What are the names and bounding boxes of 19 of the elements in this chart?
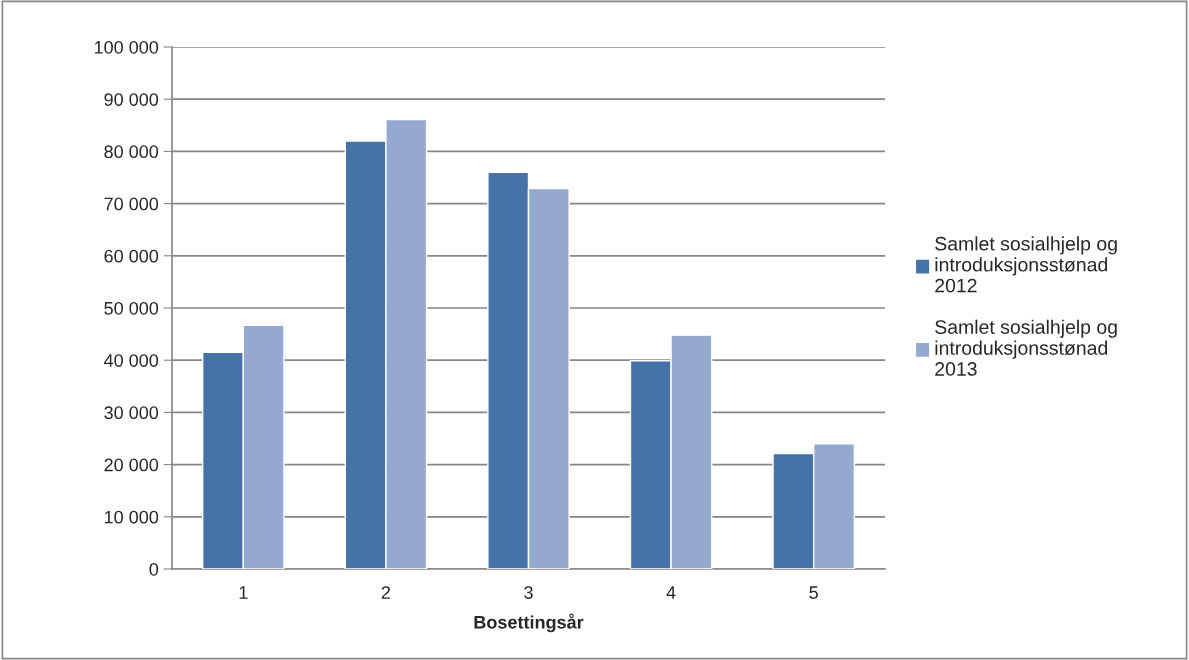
x-tick-label: 4	[666, 586, 676, 599]
y-tick-label: 0	[149, 562, 159, 576]
y-tick-label: 50 000	[104, 301, 159, 315]
y-tick-label: 60 000	[104, 249, 159, 263]
legend-label: Samlet sosialhjelp og introduksjonsstønad 2012	[935, 236, 1117, 293]
x-axis-title: Bosettingsår	[474, 613, 584, 633]
x-tick-label: 2	[381, 586, 391, 599]
x-tick-label: 1	[239, 586, 248, 599]
x-tick-label: 5	[809, 586, 818, 599]
y-tick-label: 30 000	[104, 406, 159, 420]
y-tick-label: 90 000	[104, 93, 159, 106]
y-tick-label: 100 000	[94, 40, 159, 54]
y-tick-label: 10 000	[104, 510, 159, 524]
y-tick-label: 70 000	[104, 197, 159, 211]
legend-label: Samlet sosialhjelp og introduksjonsstønad 2013	[935, 319, 1117, 376]
y-tick-label: 20 000	[104, 458, 159, 472]
y-tick-label: 80 000	[104, 145, 159, 159]
x-tick-label: 3	[524, 586, 533, 599]
y-tick-label: 40 000	[104, 354, 159, 367]
